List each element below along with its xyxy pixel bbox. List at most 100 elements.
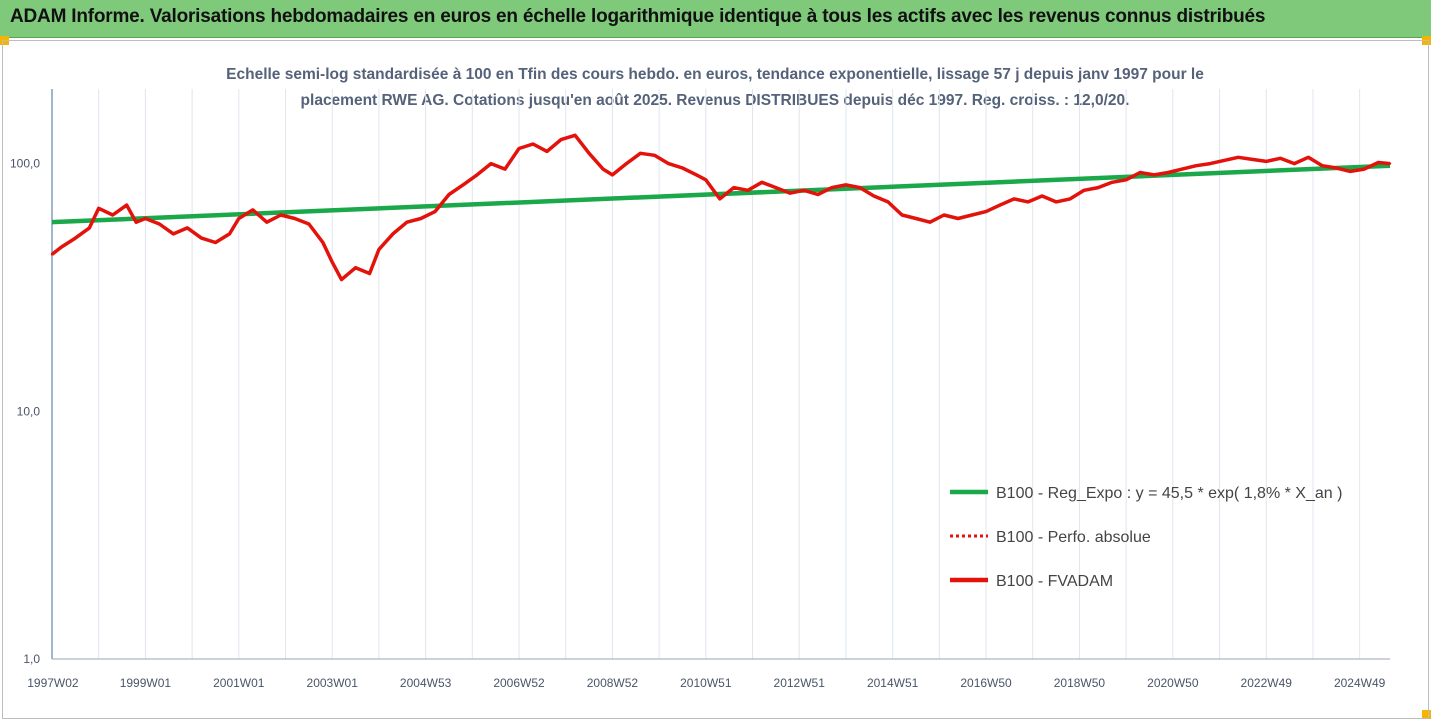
data-point (265, 220, 269, 224)
data-point (1223, 159, 1226, 162)
data-point (1138, 171, 1142, 174)
data-point (1377, 161, 1380, 164)
data-point (97, 207, 100, 210)
data-point (1096, 186, 1100, 189)
data-point (830, 186, 834, 189)
data-point (718, 197, 722, 201)
banner: ADAM Informe. Valorisations hebdomadaire… (0, 0, 1431, 38)
data-point (1363, 167, 1366, 171)
x-tick-label: 2010W51 (680, 676, 732, 690)
data-point (900, 213, 904, 217)
series-layer (50, 133, 1392, 282)
data-point (639, 152, 642, 155)
x-tick-label: 2016W50 (960, 676, 1012, 690)
y-tick-label: 1,0 (23, 652, 40, 666)
data-point (816, 193, 820, 196)
x-tick-label: 2004W53 (400, 676, 452, 690)
data-point (368, 272, 371, 275)
data-point (60, 245, 63, 249)
data-point (998, 203, 1002, 207)
data-point (788, 191, 792, 195)
data-point (1152, 173, 1156, 177)
data-point (653, 154, 656, 157)
data-point (1012, 197, 1016, 201)
y-tick-label: 10,0 (17, 404, 41, 418)
data-point (134, 220, 138, 224)
data-point (802, 189, 806, 192)
data-point (331, 260, 334, 264)
data-point (942, 213, 946, 217)
data-point (228, 232, 231, 236)
data-point (186, 226, 189, 230)
data-point (1279, 157, 1282, 160)
x-tick-label: 2006W52 (493, 676, 545, 690)
series-regression-line (51, 163, 1391, 225)
data-point (307, 222, 311, 226)
data-point (984, 210, 988, 213)
data-point (545, 150, 549, 153)
data-point (746, 189, 750, 192)
data-point (1180, 167, 1184, 171)
data-point (625, 162, 628, 165)
data-point (695, 173, 698, 177)
data-point (391, 232, 395, 236)
data-point (681, 166, 684, 170)
data-point (956, 217, 960, 220)
data-point (667, 162, 670, 165)
data-point (1293, 162, 1296, 165)
x-tick-label: 2020W50 (1147, 676, 1199, 690)
x-tick-label: 2022W49 (1241, 676, 1293, 690)
data-point (970, 213, 974, 217)
data-point (321, 241, 325, 244)
data-point (601, 167, 605, 171)
corner-marker-bottom-right (1422, 710, 1431, 719)
y-tick-labels: 1,0 10,0 100,0 (10, 157, 40, 666)
legend: B100 - Reg_Expo : y = 45,5 * exp( 1,8% *… (950, 485, 1342, 590)
data-point (1208, 162, 1212, 165)
data-point (1082, 189, 1086, 192)
data-point (1335, 166, 1338, 170)
data-point (531, 142, 535, 146)
data-point (1040, 194, 1044, 198)
chart-subtitle: Echelle semi-log standardisée à 100 en T… (200, 62, 1230, 114)
data-point (1166, 171, 1170, 174)
x-tick-label: 2012W51 (774, 676, 826, 690)
data-point (172, 232, 175, 236)
data-point (377, 248, 381, 251)
data-point (704, 178, 708, 181)
data-point (475, 173, 479, 177)
data-point (914, 217, 918, 220)
data-point (144, 217, 147, 220)
legend-label: B100 - FVADAM (996, 573, 1113, 590)
data-point (447, 193, 451, 196)
data-point (1124, 178, 1128, 181)
data-point (461, 183, 465, 187)
data-point (760, 181, 764, 184)
data-point (1321, 164, 1324, 167)
data-point (872, 194, 876, 198)
data-point (74, 236, 77, 240)
data-point (1110, 181, 1114, 184)
data-point (433, 210, 437, 213)
page-title: ADAM Informe. Valorisations hebdomadaire… (10, 6, 1266, 27)
data-point (1054, 200, 1058, 204)
data-point (419, 217, 423, 220)
legend-label: B100 - Reg_Expo : y = 45,5 * exp( 1,8% *… (996, 485, 1342, 502)
series-fvadam-line (50, 133, 1391, 282)
data-point (1349, 170, 1352, 173)
data-point (503, 167, 507, 171)
data-point (489, 162, 493, 165)
x-tick-label: 2024W49 (1334, 676, 1386, 690)
data-point (1194, 164, 1198, 167)
x-tick-label: 1997W02 (27, 676, 79, 690)
data-point (732, 186, 736, 189)
data-point (340, 278, 343, 281)
x-tick-label: 2014W51 (867, 676, 919, 690)
data-point (237, 217, 241, 220)
data-point (50, 253, 54, 256)
data-point (1265, 160, 1268, 163)
data-point (573, 134, 577, 137)
data-point (1388, 162, 1392, 165)
data-point (200, 236, 203, 240)
